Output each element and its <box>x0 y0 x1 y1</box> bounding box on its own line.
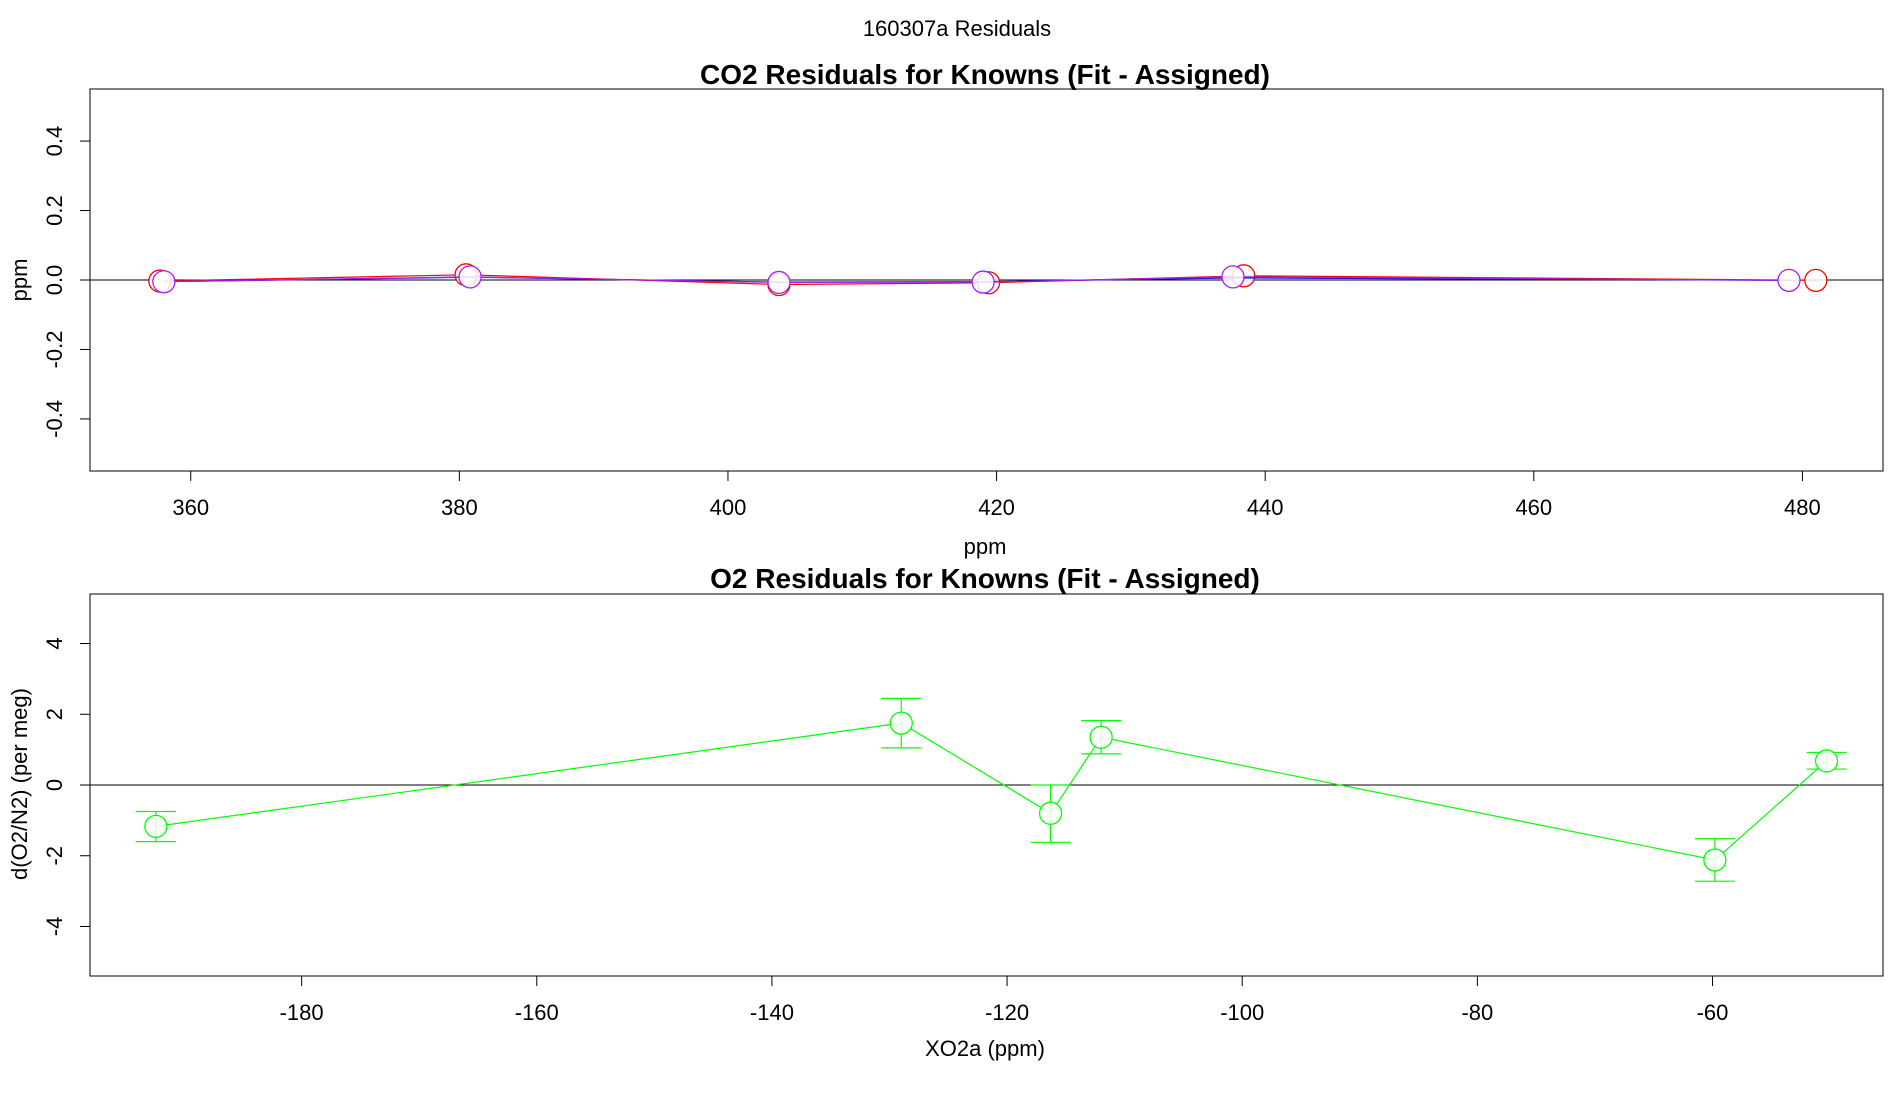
o2-y-tick-label: 2 <box>42 708 67 720</box>
co2-x-axis-title: ppm <box>964 534 1007 559</box>
co2-data-point <box>1804 268 1828 292</box>
o2-panel-title: O2 Residuals for Knowns (Fit - Assigned) <box>710 563 1260 594</box>
o2-series-line <box>155 722 1827 861</box>
co2-data-point <box>1221 265 1245 289</box>
o2-x-axis: -180 -160 -140 -120 -100 -80 -60 <box>280 975 1729 1025</box>
co2-y-tick-label: -0.4 <box>42 400 67 438</box>
co2-y-axis: -0.4 -0.2 0.0 0.2 0.4 <box>42 126 91 438</box>
co2-y-tick-label: 0.0 <box>42 265 67 296</box>
co2-y-axis-title: ppm <box>7 259 32 302</box>
o2-data-point <box>1703 848 1727 872</box>
co2-x-axis: 360 380 400 420 440 460 480 <box>172 470 1821 520</box>
o2-y-tick-label: 4 <box>42 637 67 649</box>
co2-data-point <box>1777 268 1801 292</box>
o2-y-tick-label: -4 <box>42 917 67 937</box>
o2-y-axis-title: d(O2/N2) (per meg) <box>7 688 32 880</box>
co2-x-tick-label: 420 <box>978 495 1015 520</box>
co2-data-point <box>767 270 791 295</box>
o2-x-tick-label: -100 <box>1220 1000 1264 1025</box>
co2-series-line <box>163 276 1790 284</box>
co2-x-tick-label: 440 <box>1247 495 1284 520</box>
o2-x-tick-label: -180 <box>280 1000 324 1025</box>
o2-x-axis-title: XO2a (ppm) <box>925 1036 1045 1061</box>
o2-x-tick-label: -60 <box>1697 1000 1729 1025</box>
co2-x-tick-label: 380 <box>441 495 478 520</box>
co2-series-line <box>159 274 1816 286</box>
o2-x-tick-label: -160 <box>515 1000 559 1025</box>
co2-y-tick-label: 0.4 <box>42 126 67 157</box>
o2-residuals-panel: O2 Residuals for Knowns (Fit - Assigned)… <box>7 563 1884 1061</box>
co2-data-point <box>458 265 482 289</box>
o2-x-tick-label: -120 <box>985 1000 1029 1025</box>
o2-data-point <box>1089 725 1113 749</box>
co2-series-2 <box>152 265 1801 295</box>
o2-series-0 <box>135 697 1847 882</box>
co2-data-point <box>152 270 176 294</box>
o2-x-tick-label: -80 <box>1461 1000 1493 1025</box>
co2-data-point <box>971 270 995 294</box>
co2-series-group <box>148 263 1828 297</box>
co2-y-tick-label: 0.2 <box>42 195 67 226</box>
co2-x-tick-label: 480 <box>1784 495 1821 520</box>
co2-panel-title: CO2 Residuals for Knowns (Fit - Assigned… <box>700 59 1270 90</box>
o2-y-tick-label: 0 <box>42 779 67 791</box>
o2-data-point <box>1814 749 1839 773</box>
o2-data-point <box>889 711 913 735</box>
o2-series-group <box>135 697 1847 882</box>
o2-data-point <box>144 814 168 839</box>
o2-data-point <box>1038 801 1063 825</box>
o2-x-tick-label: -140 <box>750 1000 794 1025</box>
co2-x-tick-label: 460 <box>1515 495 1552 520</box>
co2-residuals-panel: CO2 Residuals for Knowns (Fit - Assigned… <box>7 59 1884 559</box>
o2-y-axis: -4 -2 0 2 4 <box>42 637 91 937</box>
figure-title: 160307a Residuals <box>863 16 1051 41</box>
o2-y-tick-label: -2 <box>42 846 67 866</box>
co2-y-tick-label: -0.2 <box>42 330 67 368</box>
co2-x-tick-label: 400 <box>710 495 747 520</box>
co2-x-tick-label: 360 <box>172 495 209 520</box>
